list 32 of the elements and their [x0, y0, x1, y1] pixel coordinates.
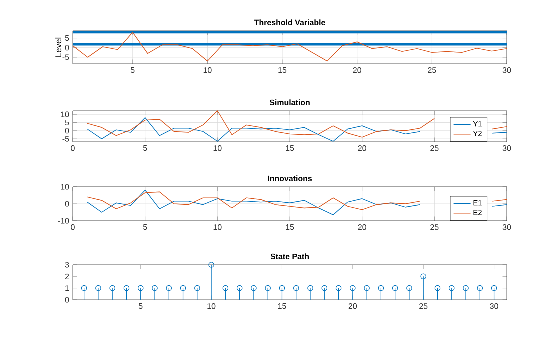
point	[463, 285, 469, 292]
point	[392, 285, 398, 292]
point	[477, 285, 484, 292]
point	[420, 274, 426, 280]
point	[222, 285, 229, 292]
point	[378, 285, 384, 292]
point	[124, 285, 130, 292]
point	[322, 285, 328, 292]
point	[251, 285, 257, 292]
point	[96, 285, 102, 292]
line-series	[72, 32, 508, 62]
point	[364, 285, 370, 292]
point	[208, 262, 214, 268]
point	[236, 285, 243, 292]
point	[152, 285, 158, 292]
point	[265, 285, 271, 292]
point	[336, 285, 342, 292]
point	[81, 285, 88, 292]
point	[138, 285, 144, 292]
point	[110, 285, 116, 292]
y-axis-title: Level	[55, 38, 62, 57]
point	[491, 285, 498, 292]
point	[406, 285, 412, 292]
point	[308, 285, 314, 292]
point	[180, 285, 186, 292]
point	[293, 285, 300, 292]
point	[434, 285, 441, 292]
point	[194, 285, 200, 292]
point	[350, 285, 356, 292]
point	[279, 285, 286, 292]
point	[166, 285, 172, 292]
point	[448, 285, 455, 292]
